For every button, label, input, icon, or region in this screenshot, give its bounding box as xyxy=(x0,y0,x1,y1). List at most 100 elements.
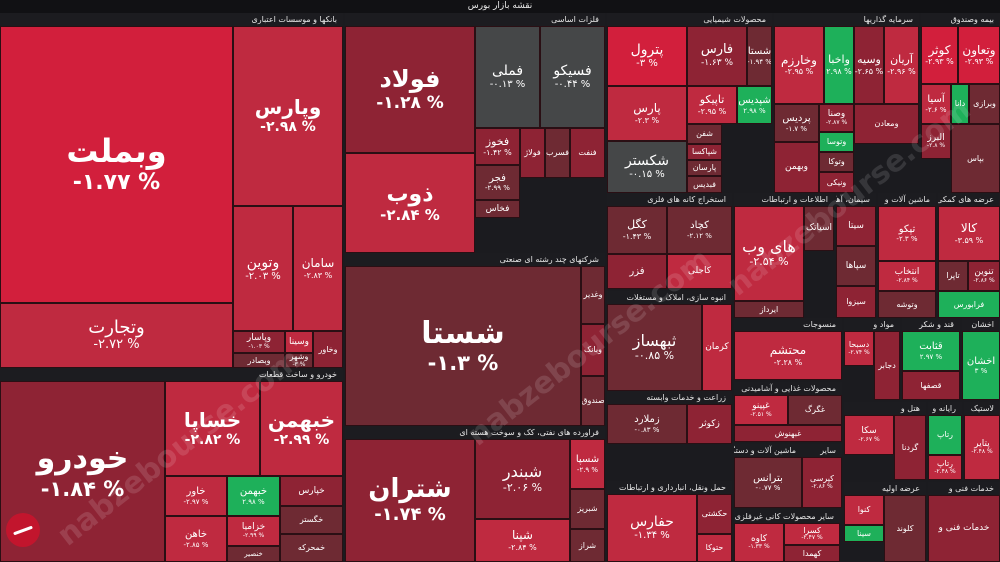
tile-6-10[interactable]: ونیکی xyxy=(819,172,854,193)
tile-1-6[interactable]: خاهن -۲.۸۵ % xyxy=(165,516,227,562)
tile-0-3[interactable]: وتوین -۲.۰۳ % xyxy=(233,206,293,331)
tile-27-1[interactable]: سینا xyxy=(844,525,884,542)
tile-2-0[interactable]: فولاد -۱.۲۸ % xyxy=(345,26,475,153)
tile-7-2[interactable]: آسیا -۲.۶ % xyxy=(921,84,951,124)
tile-4-3[interactable]: شسپا -۲.۹ % xyxy=(570,439,605,489)
tile-20-2[interactable]: کهمدا xyxy=(784,545,840,562)
tile-2-9[interactable]: فنفت xyxy=(570,128,605,178)
tile-2-1[interactable]: ذوب -۲.۸۴ % xyxy=(345,153,475,253)
tile-5-4[interactable]: تاپیکو -۲.۹۵ % xyxy=(687,86,737,124)
tile-0-4[interactable]: سامان -۲.۸۳ % xyxy=(293,206,343,331)
tile-9-2[interactable]: ایرداز xyxy=(734,301,804,318)
tile-27-2[interactable]: کلوند xyxy=(884,495,926,562)
tile-6-5[interactable]: وصنا -۲.۸۷ % xyxy=(819,104,854,132)
tile-1-0[interactable]: خودرو -۱.۸۴ % xyxy=(0,381,165,562)
tile-8-3[interactable]: کاجلی xyxy=(667,254,732,289)
tile-5-9[interactable]: پارسان xyxy=(687,160,722,176)
tile-25-1[interactable]: رتاپ -۲.۴۸ % xyxy=(928,455,962,480)
tile-1-2[interactable]: خبهمن -۲.۹۹ % xyxy=(260,381,343,476)
tile-2-2[interactable]: فملی -۰.۱۳ % xyxy=(475,26,540,128)
tile-4-1[interactable]: شبندر -۲.۰۶ % xyxy=(475,439,570,519)
tile-4-2[interactable]: شپنا -۲.۸۴ % xyxy=(475,519,570,562)
tile-5-6[interactable]: شکستر -۰.۱۵ % xyxy=(607,141,687,193)
tile-1-3[interactable]: خاور -۲.۹۷ % xyxy=(165,476,227,516)
tile-2-6[interactable]: فخاس xyxy=(475,200,520,218)
tile-0-9[interactable]: وخاور xyxy=(313,331,343,368)
tile-6-4[interactable]: پردیس -۱.۷ % xyxy=(774,104,819,142)
tile-8-2[interactable]: فزر xyxy=(607,254,667,289)
tile-7-5[interactable]: البرز -۲.۸ % xyxy=(921,124,951,159)
tile-2-7[interactable]: فولاژ xyxy=(520,128,545,178)
tile-15-1[interactable]: حکشتی xyxy=(697,494,732,534)
tile-6-6[interactable]: ومعادن xyxy=(854,104,919,144)
tile-5-10[interactable]: فبدیس xyxy=(687,176,722,193)
tile-7-0[interactable]: کوثر -۲.۹۳ % xyxy=(921,26,958,84)
tile-13-0[interactable]: ثبهساز -۰.۸۵ % xyxy=(607,304,702,391)
tile-15-2[interactable]: حتوکا xyxy=(697,534,732,562)
tile-11-2[interactable]: وتوشه xyxy=(878,291,936,318)
tile-0-8[interactable]: وشهر -۳ % xyxy=(285,353,313,368)
tile-6-0[interactable]: وخارزم -۲.۹۵ % xyxy=(774,26,824,104)
tile-0-6[interactable]: وبصادر xyxy=(233,353,285,368)
tile-10-2[interactable]: سیزوا xyxy=(836,286,876,318)
tile-12-1[interactable]: تاپرا xyxy=(938,261,968,291)
tile-5-1[interactable]: فارس -۱.۶۳ % xyxy=(687,26,747,86)
tile-18-2[interactable]: غبهنوش xyxy=(734,425,842,442)
tile-8-0[interactable]: کگل -۱.۴۳ % xyxy=(607,206,667,254)
tile-24-0[interactable]: سکا -۲.۶۷ % xyxy=(844,415,894,455)
tile-19-0[interactable]: بترانس -۰.۷۷ % xyxy=(734,457,802,508)
tile-5-7[interactable]: شفن xyxy=(687,124,722,144)
tile-23-0[interactable]: اخشان ۳ % xyxy=(962,331,1000,400)
tile-25-0[interactable]: رتاپ xyxy=(928,415,962,455)
tile-4-0[interactable]: شتران -۱.۷۴ % xyxy=(345,439,475,562)
tile-7-3[interactable]: دانا xyxy=(951,84,969,124)
tile-11-1[interactable]: انتخاب -۲.۸۴ % xyxy=(878,261,936,291)
tile-18-0[interactable]: غپینو -۲.۵۱ % xyxy=(734,395,788,425)
tile-26-0[interactable]: پتایر -۲.۴۸ % xyxy=(964,415,1000,480)
tile-17-0[interactable]: محتشم -۲.۲۸ % xyxy=(734,331,842,380)
tile-8-1[interactable]: کچاد -۲.۱۲ % xyxy=(667,206,732,254)
tile-6-7[interactable]: وبهمن xyxy=(774,142,819,193)
tile-9-0[interactable]: های وب -۲.۵۴ % xyxy=(734,206,804,301)
tile-14-0[interactable]: زملارد -۰.۸۳ % xyxy=(607,404,687,444)
tile-13-1[interactable]: کرمان xyxy=(702,304,732,391)
tile-3-0[interactable]: شستا -۱.۳ % xyxy=(345,266,581,426)
tile-15-0[interactable]: حفارس -۱.۳۴ % xyxy=(607,494,697,562)
tile-0-7[interactable]: وسینا xyxy=(285,331,313,353)
tile-2-4[interactable]: فخوز -۱.۴۲ % xyxy=(475,128,520,165)
tile-10-0[interactable]: سیتا xyxy=(836,206,876,246)
tile-2-5[interactable]: فجر -۲.۹۹ % xyxy=(475,165,520,200)
tile-10-1[interactable]: سپاها xyxy=(836,246,876,286)
tile-9-1[interactable]: اسیاتک xyxy=(804,206,834,251)
tile-18-1[interactable]: غگرگ xyxy=(788,395,842,425)
tile-1-4[interactable]: خبهمن ۲.۹۸ % xyxy=(227,476,280,516)
tile-5-0[interactable]: پترول -۳ % xyxy=(607,26,687,86)
tile-1-9[interactable]: خگستر xyxy=(280,506,343,534)
tile-27-0[interactable]: کنوا xyxy=(844,495,884,525)
tile-3-3[interactable]: صندوق xyxy=(581,376,605,426)
tile-1-7[interactable]: خنصیر xyxy=(227,546,280,562)
tile-1-1[interactable]: خساپا -۲.۸۲ % xyxy=(165,381,260,476)
tile-5-3[interactable]: پارس -۲.۳ % xyxy=(607,86,687,141)
tile-1-5[interactable]: خزامیا -۲.۹۹ % xyxy=(227,516,280,546)
tile-3-2[interactable]: وبانک xyxy=(581,324,605,376)
tile-7-1[interactable]: وتعاون -۲.۹۳ % xyxy=(958,26,1000,84)
tile-0-1[interactable]: وپارس -۲.۹۸ % xyxy=(233,26,343,206)
tile-20-1[interactable]: کسرا -۲.۴۷ % xyxy=(784,523,840,545)
tile-6-3[interactable]: آریان -۲.۹۶ % xyxy=(884,26,919,104)
tile-5-8[interactable]: شپاکسا xyxy=(687,144,722,160)
tile-2-3[interactable]: فسیکو -۰.۴۴ % xyxy=(540,26,605,128)
tile-21-0[interactable]: دسبحا -۲.۷۴ % xyxy=(844,331,874,366)
tile-6-1[interactable]: واخبا ۲.۹۸ % xyxy=(824,26,854,104)
tile-0-2[interactable]: وتجارت -۲.۷۲ % xyxy=(0,303,233,368)
tile-29-0[interactable]: کپرسی -۲.۸۶ % xyxy=(802,457,842,508)
tile-4-4[interactable]: شبریز xyxy=(570,489,605,529)
tile-12-2[interactable]: تنوین -۲.۸۶ % xyxy=(968,261,1000,291)
tile-12-0[interactable]: کالا -۳.۵۹ % xyxy=(938,206,1000,261)
tile-2-8[interactable]: فسرب xyxy=(545,128,570,178)
tile-0-0[interactable]: وبملت -۱.۷۷ % xyxy=(0,26,233,303)
tile-6-9[interactable]: وتوکا xyxy=(819,152,854,172)
tile-12-3[interactable]: فرابورس xyxy=(938,291,1000,318)
tile-24-1[interactable]: گردنا xyxy=(894,415,926,480)
tile-4-5[interactable]: شراز xyxy=(570,529,605,562)
